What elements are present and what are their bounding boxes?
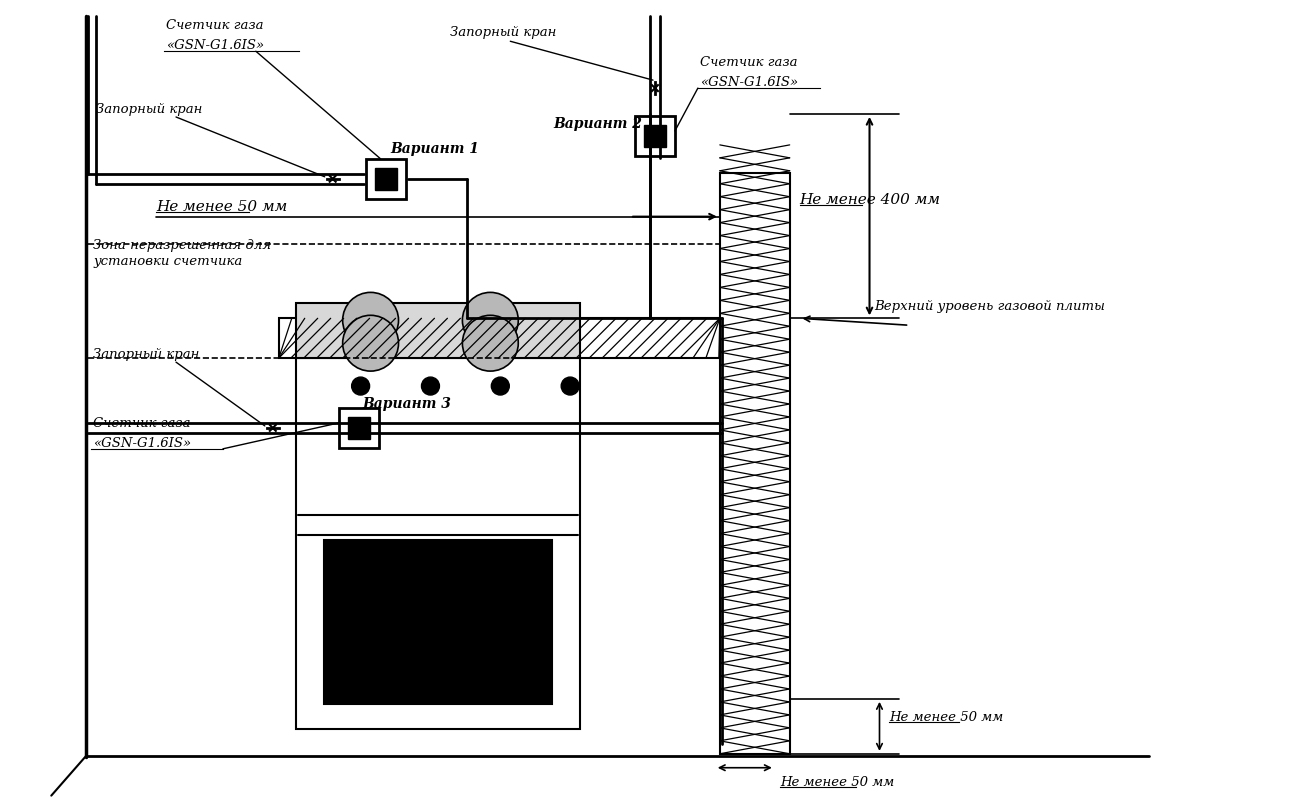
Bar xyxy=(296,358,580,729)
Text: Вариант 2: Вариант 2 xyxy=(553,117,642,131)
Text: установки счетчика: установки счетчика xyxy=(93,256,243,269)
Text: «GSN-G1.6IS»: «GSN-G1.6IS» xyxy=(167,39,264,52)
Text: «GSN-G1.6IS»: «GSN-G1.6IS» xyxy=(700,76,798,89)
Text: Счетчик газа: Счетчик газа xyxy=(700,56,797,69)
Circle shape xyxy=(463,315,518,371)
Bar xyxy=(636,116,674,156)
Circle shape xyxy=(342,315,398,371)
Text: Зона неразрешенная для: Зона неразрешенная для xyxy=(93,238,271,252)
Text: Счетчик газа: Счетчик газа xyxy=(167,19,264,32)
Circle shape xyxy=(421,377,439,395)
Text: Запорный кран: Запорный кран xyxy=(93,348,199,361)
Bar xyxy=(643,125,665,147)
Text: Счетчик газа: Счетчик газа xyxy=(93,417,191,430)
Text: Запорный кран: Запорный кран xyxy=(451,26,557,39)
Bar xyxy=(279,318,720,358)
Bar xyxy=(339,408,379,448)
Bar xyxy=(720,172,789,754)
Text: «GSN-G1.6IS»: «GSN-G1.6IS» xyxy=(93,437,191,450)
Text: Запорный кран: Запорный кран xyxy=(96,103,203,116)
Bar xyxy=(296,303,580,358)
Text: Вариант 1: Вариант 1 xyxy=(390,142,479,156)
Bar xyxy=(366,159,406,199)
Bar xyxy=(348,417,370,439)
Text: Не менее 50 мм: Не менее 50 мм xyxy=(889,711,1004,724)
Circle shape xyxy=(342,293,398,348)
Bar xyxy=(324,540,552,704)
Circle shape xyxy=(463,293,518,348)
Text: Не менее 50 мм: Не менее 50 мм xyxy=(156,200,287,213)
Text: Вариант 3: Вариант 3 xyxy=(363,397,451,411)
Circle shape xyxy=(561,377,579,395)
Text: Верхний уровень газовой плиты: Верхний уровень газовой плиты xyxy=(875,300,1106,314)
Text: Не менее 400 мм: Не менее 400 мм xyxy=(800,193,941,207)
Text: Не менее 50 мм: Не менее 50 мм xyxy=(779,776,894,788)
Circle shape xyxy=(351,377,370,395)
Bar xyxy=(375,168,397,190)
Circle shape xyxy=(491,377,509,395)
